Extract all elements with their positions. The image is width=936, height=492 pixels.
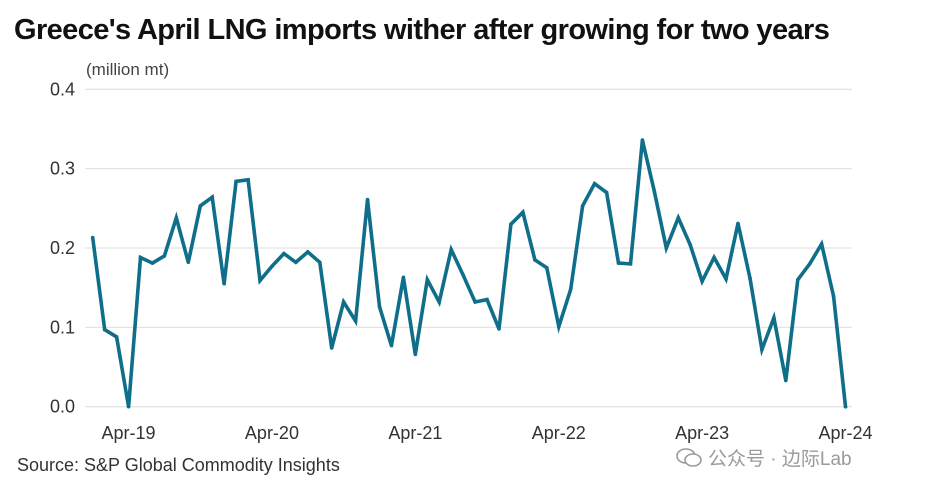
data-point	[521, 210, 525, 215]
y-tick-label: 0.0	[50, 397, 75, 417]
data-point	[258, 278, 262, 283]
data-point	[449, 247, 454, 252]
data-point	[604, 190, 609, 195]
data-point	[317, 260, 322, 265]
data-point	[294, 260, 298, 265]
data-point	[234, 179, 238, 184]
x-tick-label: Apr-19	[102, 423, 156, 443]
x-tick-label: Apr-20	[245, 423, 299, 443]
data-point	[186, 260, 191, 265]
x-tick-label: Apr-23	[675, 423, 729, 443]
data-point	[652, 189, 657, 194]
watermark-text: 公众号 · 边际Lab	[708, 449, 852, 470]
data-point	[580, 204, 585, 208]
data-point	[401, 275, 406, 280]
data-point	[497, 327, 501, 331]
y-tick-label: 0.4	[50, 79, 75, 99]
data-point	[748, 276, 752, 280]
x-tick-label: Apr-22	[532, 423, 586, 443]
x-tick-label: Apr-21	[388, 423, 442, 443]
data-point	[736, 221, 740, 226]
data-point	[341, 300, 346, 304]
data-point	[210, 195, 214, 200]
wechat-icon	[676, 447, 702, 467]
data-point	[365, 197, 370, 202]
x-tick-label: Apr-24	[819, 423, 873, 443]
data-point	[329, 346, 334, 350]
data-point	[126, 404, 131, 409]
y-axis-unit-label: (million mt)	[86, 60, 170, 79]
data-point	[831, 294, 836, 299]
data-point	[306, 250, 310, 254]
data-point	[198, 204, 203, 208]
chart-title: Greece's April LNG imports wither after …	[14, 14, 830, 46]
data-point	[413, 352, 418, 357]
data-point	[628, 262, 633, 266]
data-point	[389, 343, 394, 348]
data-point	[724, 277, 728, 281]
data-point	[90, 235, 95, 240]
data-point	[700, 279, 704, 284]
data-point	[282, 251, 286, 256]
data-point	[425, 277, 430, 282]
watermark: 公众号 · 边际Lab	[676, 444, 852, 471]
data-point	[222, 281, 226, 286]
data-point	[568, 287, 573, 292]
data-point	[102, 327, 107, 332]
data-point	[461, 273, 465, 277]
data-point	[437, 300, 442, 304]
data-point	[545, 266, 549, 270]
data-point	[592, 181, 597, 186]
data-point	[174, 216, 179, 220]
series-line	[90, 139, 848, 409]
data-point	[760, 347, 764, 352]
data-point	[664, 246, 669, 250]
data-point	[712, 255, 716, 260]
data-point	[377, 304, 382, 309]
data-point	[353, 319, 358, 323]
data-point	[784, 378, 788, 383]
data-point	[150, 261, 155, 265]
data-point	[819, 242, 824, 246]
y-tick-label: 0.3	[50, 159, 75, 179]
data-point	[616, 261, 621, 265]
data-point	[676, 216, 681, 220]
data-point	[162, 254, 167, 258]
y-tick-label: 0.2	[50, 238, 75, 258]
data-point	[533, 258, 537, 262]
data-point	[640, 138, 645, 142]
data-point	[473, 300, 477, 304]
data-point	[688, 243, 692, 247]
data-point	[807, 262, 812, 266]
data-point	[114, 335, 119, 339]
data-point	[795, 277, 800, 282]
data-point	[556, 324, 561, 329]
data-point	[843, 404, 848, 409]
source-note: Source: S&P Global Commodity Insights	[17, 455, 340, 475]
data-point	[509, 222, 513, 226]
data-point	[270, 264, 274, 269]
y-tick-label: 0.1	[50, 317, 75, 337]
data-point	[485, 297, 489, 302]
data-point	[772, 316, 776, 320]
data-point	[246, 177, 250, 182]
data-point	[138, 255, 143, 260]
